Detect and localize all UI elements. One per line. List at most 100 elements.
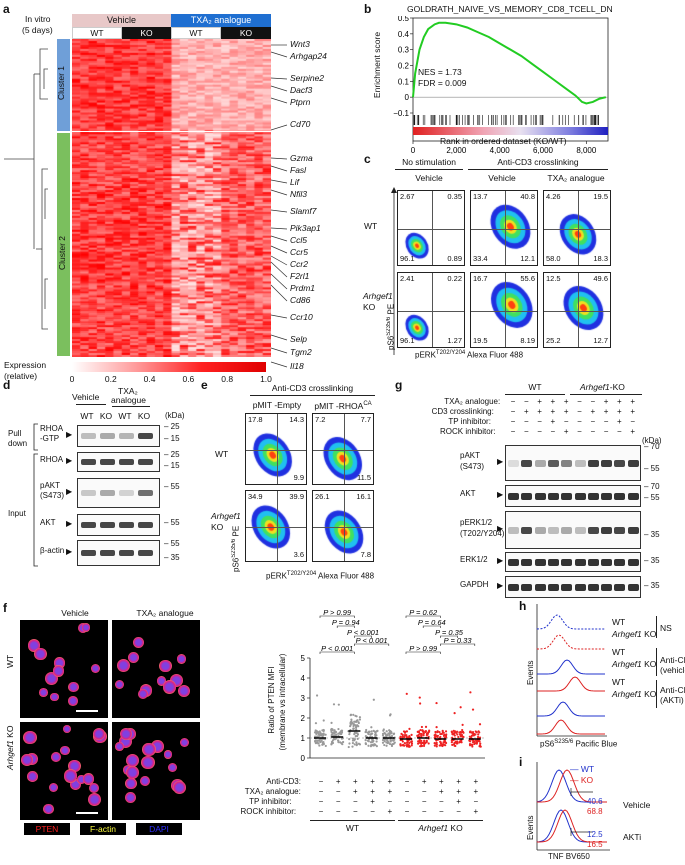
ko-gene-label: Arhgef1 [580, 382, 610, 392]
gene-leader-line [270, 235, 288, 242]
data-point [318, 744, 321, 747]
e-flow-plot-1: 17.8 14.3 9.9 [245, 413, 307, 485]
cell [23, 730, 37, 745]
leader [270, 124, 288, 131]
quad-line-h [313, 450, 373, 451]
gsea-frame [412, 17, 609, 142]
cell [52, 665, 65, 677]
cell [138, 689, 149, 700]
data-point [340, 737, 343, 740]
i-val-3: 12.5 [587, 830, 603, 839]
data-point [389, 739, 393, 742]
cell [68, 681, 79, 692]
y-axis-label: pS6 [231, 557, 241, 572]
scale-bar [76, 710, 98, 712]
band [119, 433, 134, 439]
f-cond-name: TXA₂ analogue: [244, 787, 301, 796]
h-legend-item: WT [612, 647, 625, 657]
data-point [386, 741, 389, 744]
d-vehicle: Vehicle [72, 392, 100, 402]
data-point [425, 739, 428, 742]
data-point [438, 731, 441, 734]
data-point [324, 733, 327, 736]
cell [173, 780, 187, 794]
e-flow-plot-2: 7.2 7.7 11.5 [312, 413, 374, 485]
data-point [417, 740, 420, 743]
data-point [355, 741, 358, 744]
data-point [370, 726, 373, 729]
leader [270, 227, 288, 230]
txa2-ko-header: KO [221, 27, 271, 39]
data-point [435, 701, 438, 705]
y-tick-label: 0 [405, 93, 410, 102]
h-legend-ko: KO [641, 659, 657, 669]
band [614, 459, 626, 467]
histogram-4 [536, 809, 607, 843]
data-point [475, 740, 479, 743]
y-axis-label: S235/6 [386, 316, 392, 336]
band [627, 492, 639, 500]
pvalue-bracket [440, 635, 458, 638]
data-point [451, 743, 454, 746]
data-point [434, 734, 437, 737]
data-point [388, 742, 392, 746]
data-point [330, 740, 334, 744]
leader [270, 361, 288, 368]
band [81, 459, 96, 465]
data-point [381, 732, 385, 736]
g-cond-sign: − [510, 427, 516, 436]
band [81, 522, 96, 528]
g-cond-sign: + [550, 407, 556, 416]
data-point [424, 730, 428, 733]
data-point [355, 743, 359, 746]
pvalue-bracket [319, 651, 355, 654]
gene-leader-line [270, 334, 288, 341]
f-cond-sign: − [318, 807, 324, 816]
col-rhoa-label: CA [363, 401, 372, 407]
row-arrow: ▶ [497, 556, 504, 565]
quad-line-h [246, 527, 306, 528]
f-ylabel2: (membrane vs intracellular) [278, 653, 287, 751]
cell [114, 680, 124, 690]
quad-line-h [246, 450, 306, 451]
e-row-ko-gene: Arhgef1 [211, 511, 241, 521]
data-point [315, 732, 318, 735]
gene-label-prdm1: Prdm1 [290, 283, 316, 293]
g-cond-sign: − [523, 397, 529, 406]
quad-line-v [344, 491, 345, 561]
h-legend-gene: Arhgef1 [612, 659, 642, 669]
d-lane-2: KO [99, 411, 113, 421]
band [138, 459, 153, 465]
data-point [354, 724, 357, 727]
gene-label-tgm2: Tgm2 [290, 347, 312, 357]
e-col-empty: pMIT -Empty [252, 400, 302, 410]
f-cond-sign: − [387, 797, 393, 806]
data-point [471, 708, 475, 711]
pvalue-label: P = 0.64 [418, 618, 446, 627]
f-cond-sign: − [421, 787, 427, 796]
gene-leader-line [271, 44, 287, 46]
band [534, 492, 546, 500]
f-cond-sign: + [370, 797, 375, 806]
leader [270, 179, 288, 184]
cluster1-bar [57, 39, 70, 131]
cell [83, 773, 95, 785]
f-cond-sign: + [473, 807, 479, 816]
data-point [419, 745, 422, 748]
data-point [469, 691, 472, 694]
vehicle-ko-header: KO [122, 27, 171, 39]
gene-label-pik3ap1: Pik3ap1 [290, 223, 321, 233]
quad-tl: 17.8 [248, 415, 263, 424]
band [574, 558, 586, 566]
data-point [439, 741, 442, 744]
data-point [330, 729, 333, 732]
quad-line-h [313, 527, 373, 528]
data-point [313, 731, 317, 734]
h-group-cd3-1: Anti-CD3 [660, 655, 685, 665]
data-point [456, 730, 459, 733]
gate-vehicle [570, 788, 593, 796]
i-val-1: 40.6 [587, 797, 603, 806]
data-point [471, 745, 474, 748]
gene-leader-line [270, 189, 288, 196]
ps6-histograms [536, 604, 607, 737]
